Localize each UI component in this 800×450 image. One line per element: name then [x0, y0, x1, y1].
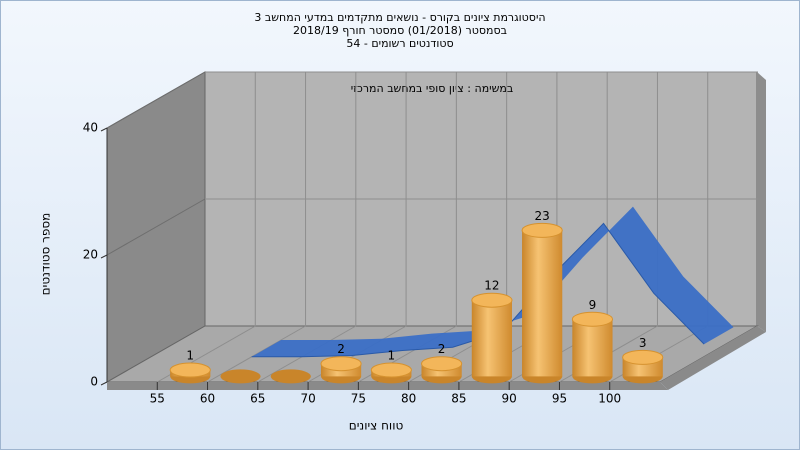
data-label: 23: [535, 209, 550, 223]
y-tick-label: 0: [90, 375, 98, 389]
bar-top: [421, 356, 463, 372]
x-tick-label: 65: [250, 392, 265, 406]
floor-edge: [660, 326, 766, 390]
y-tick-label: 40: [83, 121, 98, 135]
chart-title: היסטוגרמת ציונים בקורס - נושאים מתקדמים …: [254, 11, 545, 24]
data-label: 1: [388, 349, 396, 363]
wall-edge: [757, 72, 766, 332]
bar-top: [320, 356, 362, 372]
bar-top: [169, 362, 211, 378]
x-tick-label: 80: [401, 392, 416, 406]
y-axis-label: מספר סטודנטים: [39, 213, 53, 296]
x-tick-label: 85: [451, 392, 466, 406]
chart-title: בסמסטר (01/2018) סמסטר חורף 2018/19: [293, 24, 507, 37]
floor-front: [107, 382, 668, 390]
chart-title: סטודנטים רשומים - 54: [346, 37, 453, 50]
bar: [471, 300, 512, 377]
x-tick-label: 95: [552, 392, 567, 406]
bar-base: [220, 369, 261, 384]
bar-top: [521, 222, 563, 238]
data-label: 9: [589, 298, 597, 312]
data-label: 3: [639, 336, 647, 350]
x-tick-label: 55: [150, 392, 165, 406]
distribution-ribbon: [251, 206, 734, 357]
data-label: 1: [186, 349, 194, 363]
x-axis-label: טווח ציונים: [349, 419, 404, 433]
data-label: 2: [438, 342, 446, 356]
bar-top: [622, 349, 664, 365]
y-tick: [100, 381, 108, 386]
y-tick: [100, 127, 108, 132]
data-label: 2: [337, 342, 345, 356]
bar-top: [370, 362, 412, 378]
data-label: 12: [484, 279, 499, 293]
x-tick-label: 100: [598, 392, 621, 406]
y-tick-label: 20: [83, 248, 98, 262]
grid-line: [106, 198, 206, 256]
bar-top: [571, 311, 614, 327]
annotation: במשימה : ציון סופי במחשב המרכזי: [351, 82, 514, 95]
x-tick-label: 75: [351, 392, 366, 406]
bar-base: [270, 369, 311, 384]
bar: [572, 319, 613, 377]
bar: [522, 230, 563, 377]
grid-line: [106, 71, 206, 129]
bar-top: [471, 292, 513, 308]
x-tick-label: 90: [502, 392, 517, 406]
y-tick: [100, 254, 108, 259]
x-tick-label: 60: [200, 392, 215, 406]
x-tick-label: 70: [300, 392, 315, 406]
